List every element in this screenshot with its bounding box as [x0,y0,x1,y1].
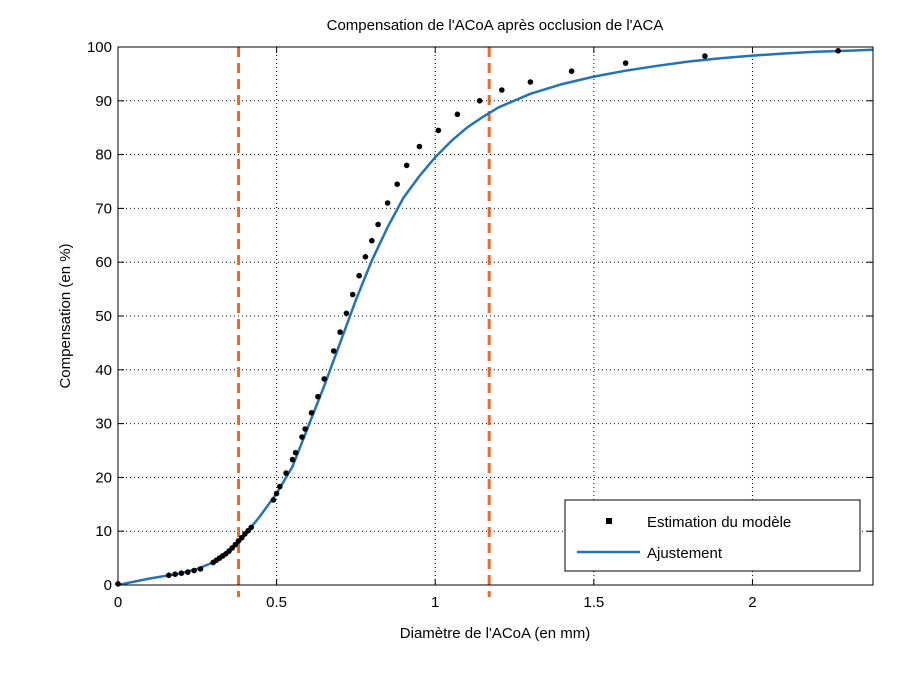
data-point [369,237,375,244]
data-point [308,410,315,416]
y-tick-label: 80 [95,147,112,164]
y-tick-label: 90 [95,93,112,110]
y-tick-label: 50 [95,308,112,325]
data-point [172,571,178,577]
data-point [302,426,309,432]
data-point [622,60,629,66]
data-point [321,376,328,382]
x-axis-label: Diamètre de l'ACoA (en mm) [400,625,590,642]
data-point [270,497,277,503]
x-tick-label: 0 [114,594,122,611]
x-tick-label: 1.5 [583,594,604,611]
y-tick-label: 70 [95,200,112,217]
data-point [238,534,245,541]
y-tick-label: 100 [87,39,112,56]
data-point [394,181,401,187]
y-tick-label: 30 [95,416,112,433]
data-point [248,524,254,531]
data-point [299,434,305,440]
data-point [277,483,283,490]
data-point [289,456,296,463]
plot-area [118,47,873,585]
data-point [178,570,185,576]
data-point [330,348,337,354]
data-point [435,127,442,134]
data-point [337,329,343,335]
data-point [476,98,483,104]
chart-title: Compensation de l'ACoA après occlusion d… [327,17,664,34]
data-point [384,200,391,206]
data-point [273,490,280,497]
legend: Estimation du modèle Ajustement [564,499,861,572]
data-point [232,541,239,548]
data-point [283,470,289,476]
y-tick-label: 10 [95,523,112,540]
y-axis-label: Compensation (en %) [57,243,74,388]
x-tick-label: 2 [748,594,756,611]
data-point [185,569,191,575]
x-tick-label: 0.5 [266,594,287,611]
x-tick-label: 1 [431,594,439,611]
data-point [835,48,841,54]
y-axis: 0 10 20 30 40 50 60 70 80 90 100 [87,39,873,594]
data-point [166,572,172,579]
data-point [349,291,356,298]
legend-label-fit: Ajustement [647,545,723,562]
data-point [191,567,197,574]
y-tick-label: 40 [95,362,112,379]
data-point [568,68,575,74]
data-point [499,87,505,93]
y-tick-label: 60 [95,254,112,271]
data-point [454,111,461,118]
data-point [292,449,299,456]
data-point [702,53,708,59]
estimation-series [115,48,841,587]
legend-label-points: Estimation du modèle [647,514,791,531]
legend-box [564,499,861,572]
data-point [375,221,381,228]
legend-marker-points [606,518,612,524]
data-point [362,253,369,260]
data-point [356,272,362,279]
data-point [197,566,204,572]
data-point [343,310,350,317]
y-tick-label: 0 [104,577,112,594]
data-point [315,393,321,400]
data-point [527,79,534,85]
data-point [416,143,423,150]
data-point [403,162,410,169]
threshold-lines [237,47,491,597]
x-axis: 0 0.5 1 1.5 2 [114,47,757,611]
y-tick-label: 20 [95,469,112,486]
